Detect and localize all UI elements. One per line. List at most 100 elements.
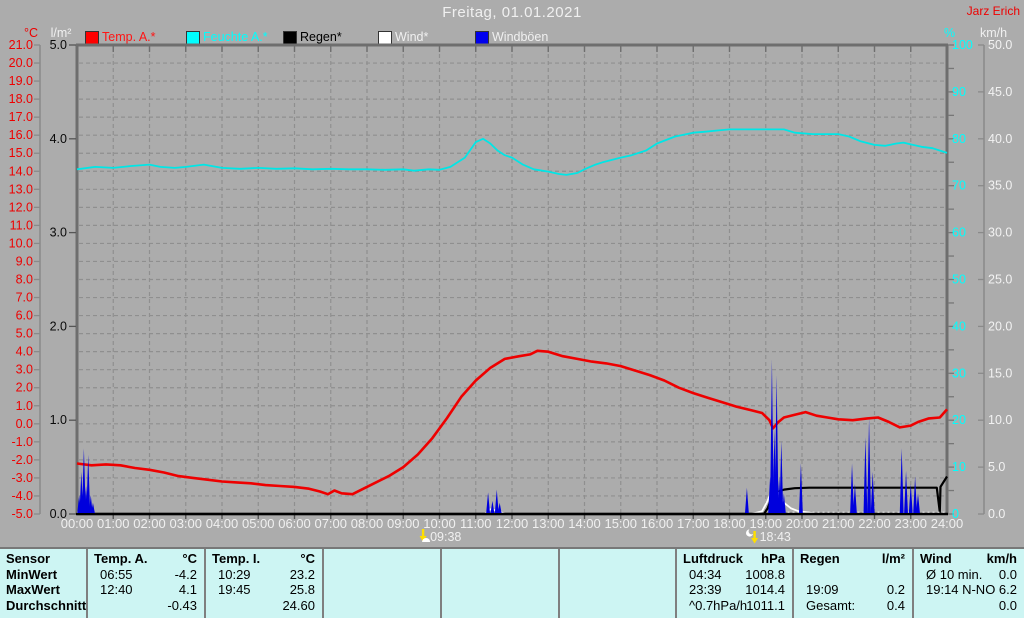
table-row-label: Sensor (6, 551, 51, 566)
temp-axis-tick-label: 16.0 (9, 128, 33, 142)
wind-axis-tick-label: 15.0 (988, 366, 1012, 380)
table-cell-value: 0.4 (886, 597, 905, 613)
temp-axis-tick-label: -5.0 (11, 507, 33, 521)
series-regen (77, 475, 948, 516)
table-cell-value: N-NO 6.2 (962, 582, 1017, 597)
temp-axis-tick-label: 10.0 (9, 236, 33, 250)
temp-axis-tick-label: 17.0 (9, 110, 33, 124)
temp-axis-tick-label: 21.0 (9, 38, 33, 52)
table-row: 19:09 0.2 (794, 582, 912, 597)
x-axis-tick-label: 21:00 (822, 516, 855, 531)
table-cell-time: Gesamt: (806, 597, 856, 613)
table-cell-time: 19:09 (806, 582, 839, 597)
x-axis-tick-label: 11:00 (460, 516, 492, 531)
series-windboeen-spike (81, 448, 86, 513)
x-axis-tick-label: 01:00 (97, 516, 130, 531)
table-cell-time: ^0.7hPa/h (689, 597, 748, 613)
series-windboeen-spike (88, 495, 93, 513)
table-row: Ø 10 min. 0.0 (914, 567, 1024, 582)
table-cell-value: 25.8 (289, 582, 315, 597)
humidity-axis-tick-label: 10 (952, 460, 966, 474)
x-axis-tick-label: 20:00 (786, 516, 819, 531)
temp-axis-tick-label: 3.0 (16, 363, 33, 377)
series-windboeen-spike (904, 470, 908, 513)
page-title: Freitag, 01.01.2021 (442, 4, 582, 21)
humidity-axis-tick-label: 100 (952, 38, 973, 52)
x-axis-tick-label: 05:00 (242, 516, 275, 531)
sunset-icon (751, 538, 759, 544)
wind-axis-tick-label: 10.0 (988, 413, 1012, 427)
x-axis-tick-label: 04:00 (206, 516, 239, 531)
table-row: 24.60 (206, 598, 322, 613)
table-cell-value: 1011.1 (746, 597, 785, 613)
table-column-unit: °C (182, 551, 197, 566)
temp-axis-tick-label: 8.0 (16, 273, 33, 287)
table-column (442, 549, 560, 618)
table-column: Luftdruck hPa 04:34 1008.8 23:39 1014.4 ^0.7hP… (677, 549, 794, 618)
wind-axis-tick-label: 20.0 (988, 319, 1012, 333)
rain-axis-unit: l/m² (50, 26, 72, 40)
wind-axis-tick-label: 50.0 (988, 38, 1012, 52)
humidity-axis-tick-label: 40 (952, 319, 966, 333)
temp-axis-unit: °C (23, 26, 38, 40)
table-cell-value: 0.0 (998, 566, 1017, 582)
series-feuchte-a- (76, 128, 948, 176)
table-row (442, 551, 558, 566)
x-axis-tick-label: 12:00 (496, 516, 529, 531)
table-row: Gesamt: 0.4 (794, 598, 912, 613)
table-row (442, 582, 558, 597)
table-row (442, 598, 558, 613)
table-row (560, 598, 675, 613)
temp-axis-tick-label: 2.0 (16, 381, 33, 395)
table-cell-time: 23:39 (689, 582, 722, 597)
table-column: Wind km/h Ø 10 min. 0.0 19:14 N-NO 6.2 0.0 (914, 549, 1024, 618)
x-axis-tick-label: 09:00 (387, 516, 420, 531)
x-axis-tick-label: 00:00 (61, 516, 94, 531)
sunrise-horizon-icon (422, 538, 431, 542)
table-row (560, 551, 675, 566)
chart-legend: Temp. A.* Feuchte A.* Regen* Wind* Windböen (0, 30, 1024, 45)
table-column-header: Luftdruck (683, 551, 743, 566)
humidity-axis-tick-label: 60 (952, 226, 966, 240)
wind-axis-tick-label: 45.0 (988, 85, 1012, 99)
humidity-axis-tick-label: 20 (952, 413, 966, 427)
series-windboeen-spike (486, 492, 490, 513)
table-row (324, 551, 440, 566)
temp-axis-tick-label: 5.0 (16, 327, 33, 341)
table-cell-value: -0.43 (167, 597, 197, 613)
table-row-labels-column: Sensor MinWert MaxWert Durchschnitt (0, 549, 88, 618)
table-column-unit: l/m² (881, 551, 905, 566)
temp-axis-tick-label: 11.0 (10, 218, 33, 232)
legend-label-windboeen: Windböen (492, 30, 549, 44)
series-windboeen-spike (916, 493, 920, 513)
table-row-label: MinWert (6, 566, 58, 582)
table-row (324, 567, 440, 582)
x-axis-tick-label: 23:00 (894, 516, 927, 531)
x-axis-tick-label: 02:00 (133, 516, 166, 531)
table-row: 10:29 23.2 (206, 567, 322, 582)
table-row: Durchschnitt (0, 598, 86, 613)
weather-chart: 21.0 20.0 19.0 18.0 17.0 16.0 15.0 14.0 13.0 12.0… (9, 38, 1013, 544)
wind-axis-tick-label: 25.0 (988, 273, 1012, 287)
table-row: Temp. I. °C (206, 551, 322, 566)
table-row (324, 598, 440, 613)
table-cell-value: 1014.4 (745, 582, 785, 597)
legend-label-temp-a: Temp. A.* (102, 30, 156, 44)
table-column-header: Temp. I. (212, 551, 261, 566)
x-axis-tick-label: 06:00 (278, 516, 311, 531)
series-windboeen-spike (745, 487, 749, 513)
rain-axis-tick-label: 2.0 (50, 319, 67, 333)
wind-axis-unit: km/h (980, 26, 1008, 40)
table-row: 19:45 25.8 (206, 582, 322, 597)
table-row: ^0.7hPa/h 1011.1 (677, 598, 792, 613)
x-axis-tick-label: 14:00 (568, 516, 601, 531)
series-windboeen-spike (774, 375, 779, 513)
humidity-axis-tick-label: 90 (952, 85, 966, 99)
temp-axis-tick-label: -2.0 (11, 453, 33, 467)
x-axis-tick-label: 13:00 (532, 516, 565, 531)
table-cell-value: 23.2 (289, 566, 315, 582)
x-axis-tick-label: 19:00 (749, 516, 782, 531)
table-column-header: Temp. A. (94, 551, 148, 566)
summary-table: Sensor MinWert MaxWert Durchschnitt Temp. A.… (0, 547, 1024, 618)
temp-axis-tick-label: 14.0 (9, 164, 33, 178)
